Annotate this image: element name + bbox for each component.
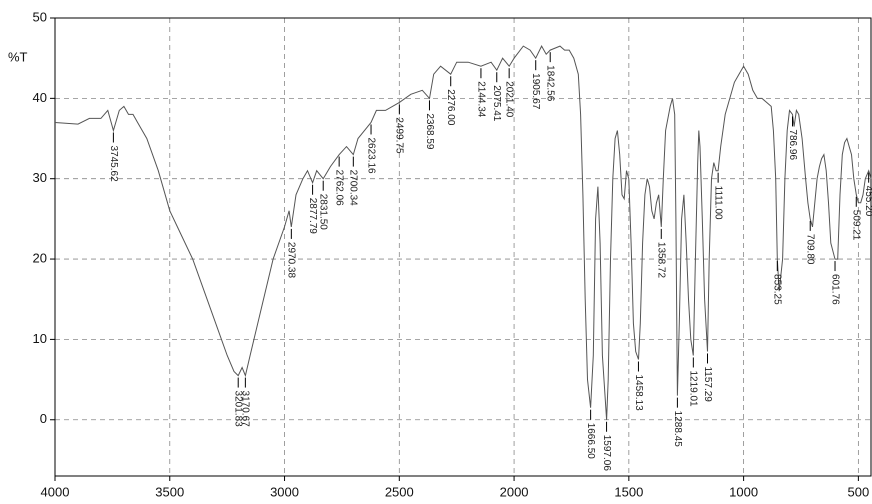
peak-label: 601.76: [829, 274, 840, 305]
peak-label: 1458.13: [633, 374, 644, 411]
y-tick-label: 20: [33, 250, 47, 265]
peak-label: 709.80: [805, 234, 816, 265]
peak-label: 2368.59: [424, 113, 435, 150]
x-tick-label: 3500: [155, 484, 184, 499]
x-tick-label: 500: [848, 484, 870, 499]
peak-label: 2877.79: [307, 198, 318, 235]
peak-label: 2144.34: [475, 81, 486, 118]
peak-label: 2623.16: [365, 137, 376, 174]
peak-label: 2970.38: [286, 242, 297, 279]
x-tick-label: 2500: [385, 484, 414, 499]
plot-frame: [54, 17, 872, 477]
peak-label: 1219.01: [688, 370, 699, 407]
x-tick-label: 3000: [270, 484, 299, 499]
x-tick-label: 4000: [41, 484, 70, 499]
peak-label: 1597.06: [601, 435, 612, 472]
peak-label: 1288.45: [672, 411, 683, 448]
y-tick-label: 30: [33, 170, 47, 185]
y-tick-label: 10: [33, 331, 47, 346]
peak-label: 455.20: [863, 186, 872, 217]
y-tick-label: 50: [33, 9, 47, 24]
y-tick-label: 40: [33, 90, 47, 105]
peak-label: 1905.67: [530, 73, 541, 110]
peak-label: 3745.62: [108, 145, 119, 182]
peak-label: 2021.40: [504, 81, 515, 118]
peak-label: 1666.50: [585, 423, 596, 460]
y-tick-label: 0: [40, 411, 47, 426]
peak-label: 2831.50: [318, 194, 329, 231]
peak-label: 2700.34: [348, 170, 359, 207]
y-axis-label: %T: [8, 49, 28, 64]
x-tick-label: 1000: [729, 484, 758, 499]
spectrum-line: [54, 45, 872, 420]
peak-label: 509.21: [851, 210, 862, 241]
peak-label: 1157.29: [702, 366, 713, 402]
peak-label: 2499.75: [394, 117, 405, 154]
peak-label: 2075.41: [491, 85, 502, 122]
peak-label: 1842.56: [545, 65, 556, 102]
peak-label: 3170.67: [240, 391, 251, 428]
x-tick-label: 1500: [614, 484, 643, 499]
peak-label: 786.96: [787, 129, 798, 160]
peak-label: 1111.00: [712, 186, 723, 220]
peak-label: 2276.00: [445, 89, 456, 126]
x-tick-label: 2000: [500, 484, 529, 499]
peak-label: 1358.72: [656, 242, 667, 279]
peak-label: 3201.83: [233, 391, 244, 428]
peak-label: 853.25: [772, 274, 783, 305]
peak-label: 2762.06: [334, 170, 345, 207]
